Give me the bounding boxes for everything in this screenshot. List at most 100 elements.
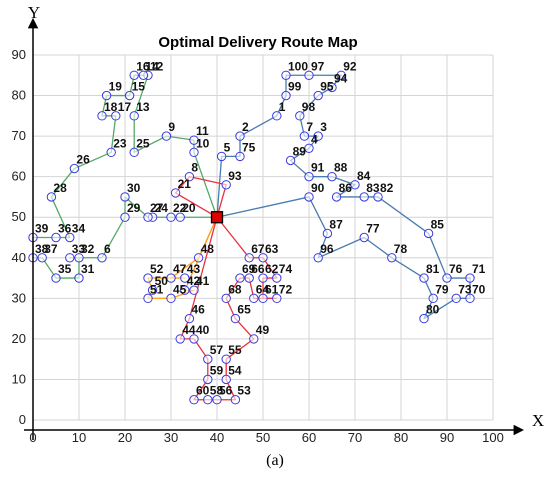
customer-label: 21 (178, 177, 192, 191)
customer-label: 49 (256, 323, 270, 337)
route-layer (32, 74, 471, 401)
customer-point (120, 212, 130, 222)
customer-label: 93 (228, 169, 242, 183)
customer-label: 68 (228, 282, 242, 296)
customer-point (184, 313, 195, 324)
customer-point (322, 228, 333, 239)
customer-label: 23 (113, 136, 127, 150)
customer-point (272, 293, 282, 304)
y-tick-label: 60 (12, 169, 26, 184)
customer-point (249, 334, 259, 344)
customer-point (244, 253, 254, 263)
customer-point (129, 70, 139, 80)
customer-point (106, 147, 116, 158)
y-tick-label: 0 (19, 412, 26, 427)
customer-point (161, 131, 172, 141)
customer-label: 100 (288, 59, 308, 73)
customer-point (419, 273, 429, 283)
customer-label: 77 (366, 222, 380, 236)
customer-label: 90 (311, 181, 325, 195)
x-tick-label: 70 (348, 430, 362, 445)
customer-point (189, 395, 199, 405)
customer-label: 13 (136, 100, 150, 114)
customer-label: 45 (173, 282, 187, 296)
customer-point (272, 273, 282, 283)
customer-label: 82 (380, 181, 394, 195)
customer-label: 64 (256, 282, 270, 296)
customer-point (175, 212, 185, 222)
y-tick-label: 90 (12, 47, 26, 62)
y-tick-label: 20 (12, 331, 26, 346)
customer-label: 30 (127, 181, 141, 195)
customer-label: 14 (145, 59, 159, 73)
x-axis-label: X (532, 411, 544, 430)
customer-point (285, 155, 296, 166)
x-tick-label: 10 (72, 430, 86, 445)
customer-label: 89 (293, 144, 307, 158)
customer-point (124, 90, 135, 101)
customer-label: 39 (35, 222, 49, 236)
customer-label: 57 (210, 343, 224, 357)
customer-point (74, 253, 84, 263)
customer-label: 79 (435, 282, 449, 296)
customer-point (373, 192, 383, 202)
customer-label: 46 (191, 303, 205, 317)
customer-label: 99 (288, 80, 302, 94)
customer-point (221, 374, 231, 385)
customer-label: 25 (136, 136, 150, 150)
customer-point (69, 163, 80, 174)
customer-point (97, 111, 107, 121)
customer-label: 59 (210, 363, 224, 377)
axis-layer: X Y (24, 3, 544, 440)
customer-label: 1 (279, 100, 286, 114)
customer-label: 38 (35, 242, 49, 256)
customer-label: 48 (201, 242, 215, 256)
customer-label: 95 (320, 80, 334, 94)
customer-point (299, 131, 310, 141)
customer-point (258, 273, 268, 283)
customer-point (189, 334, 199, 344)
customer-point (313, 253, 323, 263)
customer-point (258, 253, 268, 263)
customer-point (143, 212, 153, 222)
customer-label: 87 (329, 217, 343, 231)
customer-point (147, 285, 158, 295)
customer-label: 98 (302, 100, 316, 114)
customer-label: 65 (237, 303, 251, 317)
y-axis-label: Y (28, 3, 40, 22)
customer-label: 97 (311, 59, 325, 73)
x-tick-label: 90 (440, 430, 454, 445)
customer-label: 96 (320, 242, 334, 256)
customer-label: 41 (196, 274, 210, 288)
customer-point (216, 151, 227, 162)
customer-point (451, 293, 461, 304)
customer-label: 19 (109, 80, 123, 94)
customer-label: 26 (76, 153, 90, 167)
customer-label: 50 (155, 274, 169, 288)
customer-point (180, 285, 190, 295)
customer-label: 15 (132, 80, 146, 94)
customer-point (235, 273, 245, 283)
customer-label: 54 (228, 363, 242, 377)
customer-point (129, 111, 139, 121)
customer-point (143, 293, 153, 304)
customer-point (336, 70, 346, 80)
depot-marker (210, 211, 224, 224)
x-tick-label: 30 (164, 430, 178, 445)
customer-label: 80 (426, 303, 440, 317)
customer-label: 69 (242, 262, 256, 276)
customer-point (295, 111, 305, 121)
customer-label: 34 (72, 222, 86, 236)
customer-label: 55 (228, 343, 242, 357)
customer-label: 62 (265, 262, 279, 276)
customer-point (428, 293, 438, 304)
customer-point (249, 293, 259, 304)
customer-point (212, 395, 222, 405)
customer-label: 60 (196, 384, 210, 398)
customer-point (235, 131, 245, 141)
customer-label: 18 (104, 100, 118, 114)
customer-label: 31 (81, 262, 95, 276)
customer-point (230, 313, 241, 324)
customer-label: 28 (53, 181, 67, 195)
customer-point (143, 273, 153, 283)
